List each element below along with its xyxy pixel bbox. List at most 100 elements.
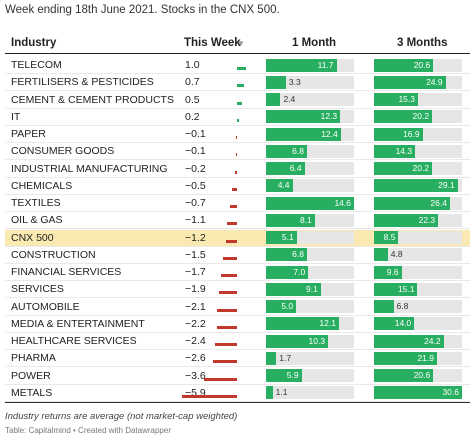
one-month-value: 1.1 — [275, 387, 288, 398]
this-week-bar — [237, 118, 239, 122]
industry-name: TEXTILES — [11, 197, 61, 209]
header-industry[interactable]: Industry — [11, 37, 57, 49]
one-month-bar — [266, 334, 329, 348]
three-months-bar-track: 20.6 — [374, 369, 462, 382]
industry-name: INDUSTRIAL MANUFACTURING — [11, 162, 168, 175]
three-months-value: 22.3 — [418, 214, 436, 225]
three-months-bar-track: 24.9 — [374, 75, 462, 89]
three-months-value: 6.8 — [396, 301, 409, 311]
one-month-bar — [266, 386, 273, 400]
row-divider — [5, 331, 470, 333]
three-months-bar — [374, 179, 458, 193]
three-months-bar-track: 21.9 — [374, 351, 462, 365]
row-divider — [5, 107, 470, 109]
one-month-bar — [266, 127, 341, 141]
this-week-bar — [235, 170, 237, 174]
one-month-bar-track: 8.1 — [266, 213, 354, 227]
this-week-value: −0.1 — [185, 128, 206, 140]
one-month-bar-track: 6.4 — [266, 162, 354, 175]
sort-desc-icon[interactable]: ▼ — [237, 39, 245, 48]
table-row: PHARMA −2.6 1.7 21.9 — [5, 350, 470, 368]
one-month-bar-track: 1.7 — [266, 351, 354, 365]
three-months-bar-track: 20.2 — [374, 162, 462, 175]
industry-name: PHARMA — [11, 352, 56, 365]
three-months-bar — [374, 282, 418, 296]
one-month-value: 5.0 — [281, 301, 294, 311]
industry-name: AUTOMOBILE — [11, 300, 80, 313]
one-month-bar-track: 4.4 — [266, 179, 354, 193]
industry-name: CHEMICALS — [11, 179, 73, 192]
this-week-bar — [212, 360, 237, 364]
three-months-bar-track: 14.3 — [374, 144, 462, 158]
three-months-bar-track: 6.8 — [374, 300, 462, 313]
this-week-value: −1.7 — [185, 266, 206, 278]
industry-name: CEMENT & CEMENT PRODUCTS — [11, 93, 174, 106]
three-months-bar-track: 15.1 — [374, 282, 462, 296]
three-months-value: 16.9 — [403, 128, 420, 139]
one-month-bar-track: 12.3 — [266, 110, 354, 124]
one-month-value: 4.4 — [277, 180, 290, 191]
this-week-value: 0.2 — [185, 110, 200, 123]
this-week-bar — [219, 291, 237, 295]
this-week-value: −0.5 — [185, 179, 206, 192]
one-month-value: 5.9 — [286, 370, 299, 380]
one-month-bar — [266, 317, 339, 331]
one-month-bar — [266, 248, 307, 262]
table-row: IT 0.2 12.3 20.2 — [5, 109, 470, 126]
one-month-bar — [266, 58, 337, 72]
row-divider — [5, 176, 470, 178]
this-week-bar — [214, 343, 237, 346]
header-three-months[interactable]: 3 Months — [397, 37, 448, 49]
one-month-bar — [266, 369, 302, 382]
this-week-value: −3.6 — [185, 369, 206, 382]
one-month-bar-track: 11.7 — [266, 58, 354, 72]
one-month-bar — [266, 75, 286, 89]
this-week-bar — [237, 67, 247, 70]
row-divider — [5, 400, 470, 402]
this-week-value: −1.5 — [185, 248, 206, 261]
this-week-value: 0.7 — [185, 76, 200, 89]
three-months-bar-track: 4.8 — [374, 248, 462, 262]
one-month-bar — [266, 93, 281, 106]
three-months-bar-track: 20.6 — [374, 58, 462, 72]
one-month-bar-track: 5.1 — [266, 231, 354, 244]
three-months-bar — [374, 58, 434, 72]
three-months-bar — [374, 248, 388, 262]
three-months-value: 20.6 — [413, 370, 431, 380]
one-month-bar — [266, 213, 315, 227]
industry-name: IT — [11, 110, 21, 123]
table-row: FINANCIAL SERVICES −1.7 7.0 9.6 — [5, 264, 470, 282]
industry-name: CONSUMER GOODS — [11, 145, 115, 158]
one-month-bar — [266, 265, 309, 279]
source-credit: Table: Capitalmind • Created with Datawr… — [5, 426, 171, 435]
table-row: MEDIA & ENTERTAINMENT −2.2 12.1 14.0 — [5, 316, 470, 333]
this-week-bar — [217, 308, 237, 312]
chart-title: Week ending 18th June 2021. Stocks in th… — [5, 4, 280, 16]
three-months-bar — [374, 300, 394, 313]
three-months-value: 20.6 — [413, 59, 431, 70]
table-row: CEMENT & CEMENT PRODUCTS 0.5 2.4 15.3 — [5, 92, 470, 109]
one-month-value: 5.1 — [281, 232, 294, 242]
one-month-bar — [266, 162, 305, 175]
row-divider — [5, 297, 470, 299]
one-month-bar — [266, 231, 297, 244]
this-week-value: −0.2 — [185, 162, 206, 175]
footnote: Industry returns are average (not market… — [5, 411, 238, 422]
three-months-bar-track: 14.0 — [374, 317, 462, 331]
three-months-bar — [374, 317, 415, 331]
one-month-bar-track: 7.0 — [266, 265, 354, 279]
one-month-bar-track: 1.1 — [266, 386, 354, 400]
header-one-month[interactable]: 1 Month — [292, 37, 337, 49]
three-months-bar — [374, 213, 439, 227]
row-divider — [5, 383, 470, 385]
one-month-value: 12.4 — [321, 128, 338, 139]
three-months-value: 20.2 — [412, 163, 430, 173]
three-months-bar-track: 20.2 — [374, 110, 462, 124]
this-week-value: 0.5 — [185, 93, 200, 106]
three-months-bar — [374, 265, 402, 279]
table-row: INDUSTRIAL MANUFACTURING −0.2 6.4 20.2 — [5, 161, 470, 178]
this-week-bar — [225, 239, 237, 243]
three-months-bar — [374, 386, 462, 400]
header-this-week[interactable]: This Week — [184, 37, 241, 49]
industry-name: METALS — [11, 386, 53, 399]
